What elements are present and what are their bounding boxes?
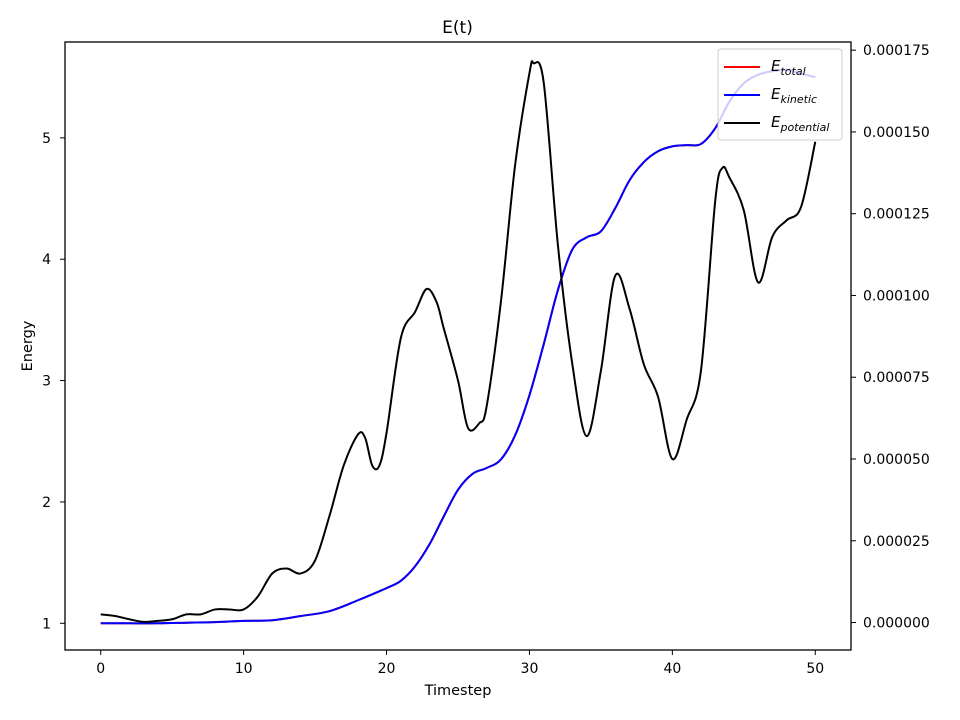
x-axis-label: Timestep	[424, 683, 492, 699]
plot-frame	[64, 41, 852, 651]
y2-tick-label: 0.000100	[863, 288, 930, 304]
x-tick-label: 10	[235, 661, 253, 677]
legend: Etotal Ekinetic Epotential	[717, 48, 843, 141]
legend-label-e-potential: Epotential	[771, 113, 829, 134]
y2-tick-label: 0.000025	[863, 534, 930, 550]
legend-label-e-total: Etotal	[771, 57, 806, 78]
y2-tick-label: 0.000000	[863, 616, 930, 632]
y2-tick-label: 0.000150	[863, 125, 930, 141]
y-tick-label: 1	[42, 616, 51, 632]
chart-title: E(t)	[442, 18, 473, 38]
y-axis-label: Energy	[20, 320, 36, 371]
y-axis-ticks: 1 2 3 4 5	[42, 131, 65, 632]
x-tick-label: 30	[521, 661, 539, 677]
y-tick-label: 5	[42, 131, 51, 147]
x-axis-ticks: 0 10 20 30 40 50	[96, 650, 824, 677]
x-tick-label: 20	[378, 661, 396, 677]
y-tick-label: 2	[42, 495, 51, 511]
y-tick-label: 4	[42, 252, 51, 268]
y2-axis-ticks: 0.000000 0.000025 0.000050 0.000075 0.000100…	[851, 43, 930, 632]
legend-box	[717, 48, 843, 141]
y-tick-label: 3	[42, 374, 51, 390]
legend-label-e-kinetic: Ekinetic	[771, 85, 817, 106]
y2-tick-label: 0.000175	[863, 43, 930, 59]
x-tick-label: 50	[806, 661, 824, 677]
y2-tick-label: 0.000075	[863, 370, 930, 386]
x-tick-label: 0	[96, 661, 105, 677]
series-line-e-potential	[100, 60, 817, 623]
x-tick-label: 40	[663, 661, 681, 677]
y2-tick-label: 0.000050	[863, 452, 930, 468]
y2-tick-label: 0.000125	[863, 207, 930, 223]
